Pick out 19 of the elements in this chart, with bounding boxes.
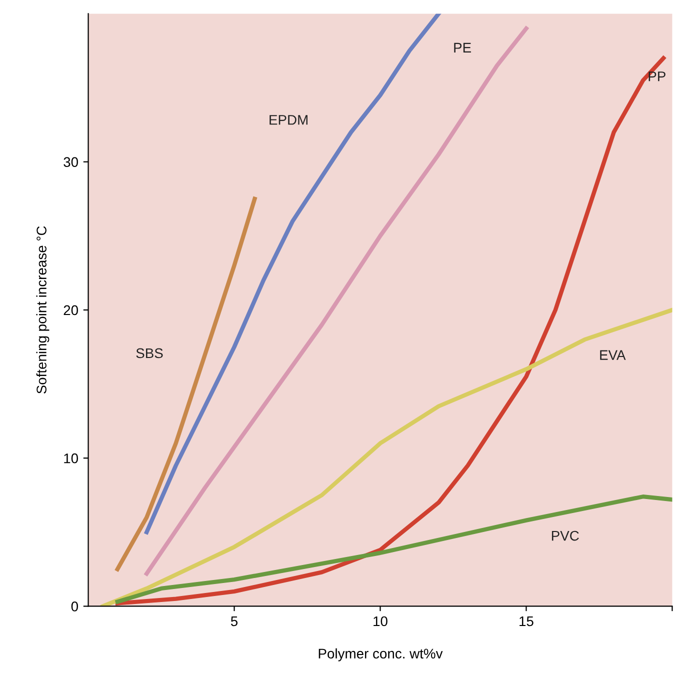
y-tick-label: 20 [64, 305, 78, 316]
x-tick-label: 15 [520, 616, 534, 626]
line-series [115, 56, 666, 606]
x-axis-title: Polymer conc. wt%v [318, 648, 443, 662]
x-tick-label: 5 [230, 616, 238, 626]
y-tick-label: 10 [64, 453, 78, 464]
y-tick-label: 0 [71, 602, 78, 612]
y-tick-label: 30 [64, 157, 78, 167]
series-label: PP [648, 72, 666, 82]
series-label: PVC [552, 530, 579, 541]
text: SBS [136, 348, 163, 358]
line-series [115, 494, 672, 604]
line-series [115, 196, 257, 572]
x-tick-label: 10 [374, 616, 388, 626]
y-axis-title: Softening point increase °C [36, 226, 50, 394]
series-label: EVA [600, 350, 626, 360]
line-series [100, 308, 672, 606]
text: EPDM [270, 115, 308, 125]
text: PE [454, 42, 471, 52]
